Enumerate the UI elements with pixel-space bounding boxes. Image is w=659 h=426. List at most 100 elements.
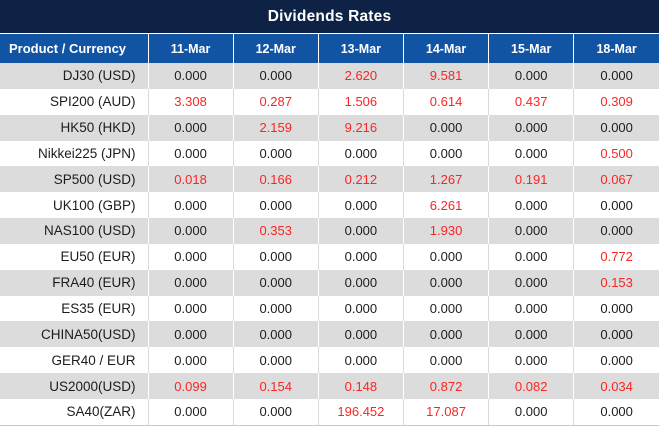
dividend-value: 3.308 [148,89,233,115]
dividend-value: 0.000 [574,192,659,218]
dividend-value: 0.191 [489,166,574,192]
dividend-value: 0.000 [148,192,233,218]
dividend-value: 0.067 [574,166,659,192]
dividend-value: 0.000 [489,296,574,322]
dividend-value: 0.153 [574,270,659,296]
product-label: Nikkei225 (JPN) [0,141,148,167]
column-header-date: 11-Mar [148,34,233,63]
dividend-value: 0.000 [574,296,659,322]
product-label: CHINA50(USD) [0,321,148,347]
dividend-value: 0.000 [318,244,403,270]
product-label: SPI200 (AUD) [0,89,148,115]
product-label: EU50 (EUR) [0,244,148,270]
product-label: SA40(ZAR) [0,399,148,425]
column-header-date: 13-Mar [318,34,403,63]
dividend-value: 0.000 [148,218,233,244]
dividend-value: 0.000 [318,321,403,347]
dividend-value: 0.000 [489,218,574,244]
table-row: NAS100 (USD)0.0000.3530.0001.9300.0000.0… [0,218,659,244]
dividend-value: 0.437 [489,89,574,115]
dividend-value: 0.287 [233,89,318,115]
table-row: FRA40 (EUR)0.0000.0000.0000.0000.0000.15… [0,270,659,296]
dividend-value: 0.000 [489,141,574,167]
dividend-value: 0.000 [233,321,318,347]
dividend-value: 1.930 [403,218,488,244]
dividend-value: 0.000 [233,192,318,218]
column-header-date: 14-Mar [403,34,488,63]
dividend-value: 0.000 [233,347,318,373]
dividend-value: 0.000 [489,115,574,141]
dividend-value: 0.000 [489,63,574,89]
table-row: SA40(ZAR)0.0000.000196.45217.0870.0000.0… [0,399,659,425]
dividend-value: 0.000 [318,141,403,167]
dividend-value: 0.000 [233,399,318,425]
dividend-value: 0.166 [233,166,318,192]
column-header-date: 18-Mar [574,34,659,63]
dividend-value: 0.000 [148,296,233,322]
dividend-value: 0.000 [574,63,659,89]
dividend-value: 0.000 [489,270,574,296]
table-row: EU50 (EUR)0.0000.0000.0000.0000.0000.772 [0,244,659,270]
dividend-value: 0.000 [318,347,403,373]
table-row: HK50 (HKD)0.0002.1599.2160.0000.0000.000 [0,115,659,141]
table-header-row: Product / Currency 11-Mar12-Mar13-Mar14-… [0,34,659,63]
column-header-date: 15-Mar [489,34,574,63]
dividend-value: 0.353 [233,218,318,244]
dividend-value: 1.267 [403,166,488,192]
dividend-value: 0.000 [574,218,659,244]
dividends-table: Product / Currency 11-Mar12-Mar13-Mar14-… [0,34,659,425]
product-label: HK50 (HKD) [0,115,148,141]
product-label: GER40 / EUR [0,347,148,373]
table-row: US2000(USD)0.0990.1540.1480.8720.0820.03… [0,373,659,399]
product-label: ES35 (EUR) [0,296,148,322]
table-body: DJ30 (USD)0.0000.0002.6209.5810.0000.000… [0,63,659,425]
dividend-value: 0.000 [148,244,233,270]
table-row: GER40 / EUR0.0000.0000.0000.0000.0000.00… [0,347,659,373]
dividend-value: 0.034 [574,373,659,399]
dividend-value: 0.000 [233,244,318,270]
table-row: UK100 (GBP)0.0000.0000.0006.2610.0000.00… [0,192,659,218]
dividend-value: 9.216 [318,115,403,141]
dividend-value: 2.620 [318,63,403,89]
dividend-value: 0.000 [233,63,318,89]
dividend-value: 0.000 [403,296,488,322]
table-row: DJ30 (USD)0.0000.0002.6209.5810.0000.000 [0,63,659,89]
dividend-value: 0.000 [489,244,574,270]
column-header-product-currency: Product / Currency [0,34,148,63]
dividend-value: 0.872 [403,373,488,399]
dividend-value: 0.000 [574,321,659,347]
dividend-value: 0.614 [403,89,488,115]
dividend-value: 0.000 [233,141,318,167]
dividend-value: 0.000 [148,347,233,373]
dividend-value: 0.212 [318,166,403,192]
dividend-value: 0.154 [233,373,318,399]
dividend-value: 0.000 [403,270,488,296]
dividend-value: 0.000 [318,192,403,218]
dividend-value: 0.500 [574,141,659,167]
dividend-value: 0.000 [403,244,488,270]
dividend-value: 9.581 [403,63,488,89]
dividend-value: 0.148 [318,373,403,399]
dividend-value: 1.506 [318,89,403,115]
dividend-value: 6.261 [403,192,488,218]
dividend-value: 0.000 [403,141,488,167]
dividend-value: 0.000 [318,270,403,296]
dividend-value: 0.309 [574,89,659,115]
dividend-value: 0.018 [148,166,233,192]
product-label: FRA40 (EUR) [0,270,148,296]
product-label: NAS100 (USD) [0,218,148,244]
dividend-value: 0.000 [574,347,659,373]
table-row: Nikkei225 (JPN)0.0000.0000.0000.0000.000… [0,141,659,167]
dividends-rates-panel: Dividends Rates Product / Currency 11-Ma… [0,0,659,426]
dividend-value: 0.000 [318,218,403,244]
table-row: CHINA50(USD)0.0000.0000.0000.0000.0000.0… [0,321,659,347]
dividend-value: 0.000 [403,321,488,347]
dividend-value: 0.099 [148,373,233,399]
dividend-value: 0.000 [403,347,488,373]
product-label: UK100 (GBP) [0,192,148,218]
product-label: DJ30 (USD) [0,63,148,89]
dividend-value: 0.000 [148,141,233,167]
dividend-value: 0.000 [233,296,318,322]
dividend-value: 0.000 [148,399,233,425]
dividend-value: 0.000 [233,270,318,296]
